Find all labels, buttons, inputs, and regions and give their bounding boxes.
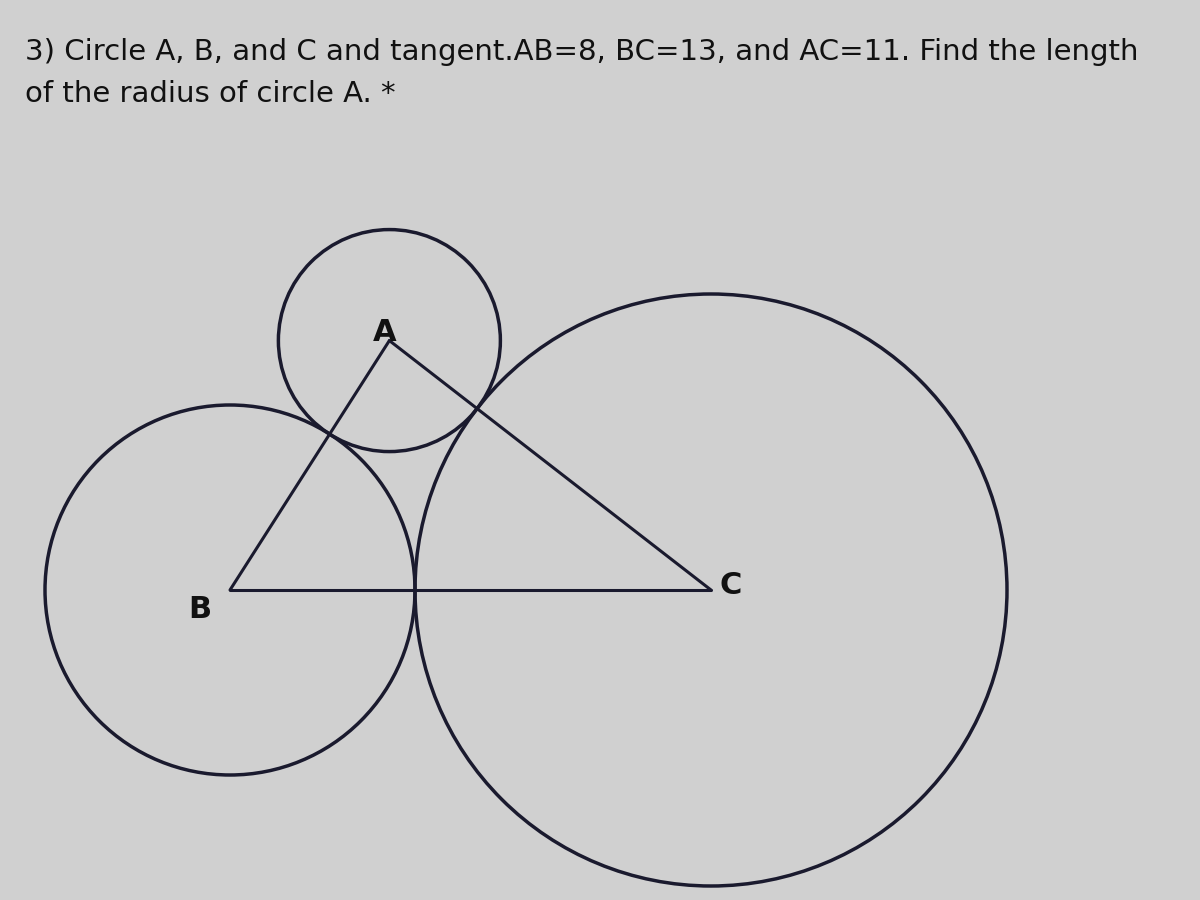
Text: B: B	[188, 596, 211, 625]
Text: of the radius of circle A. *: of the radius of circle A. *	[25, 80, 396, 108]
Text: A: A	[372, 318, 396, 347]
Text: 3) Circle A, B, and C and tangent.AB=8, BC=13, and AC=11. Find the length: 3) Circle A, B, and C and tangent.AB=8, …	[25, 38, 1139, 66]
Text: C: C	[720, 571, 742, 599]
